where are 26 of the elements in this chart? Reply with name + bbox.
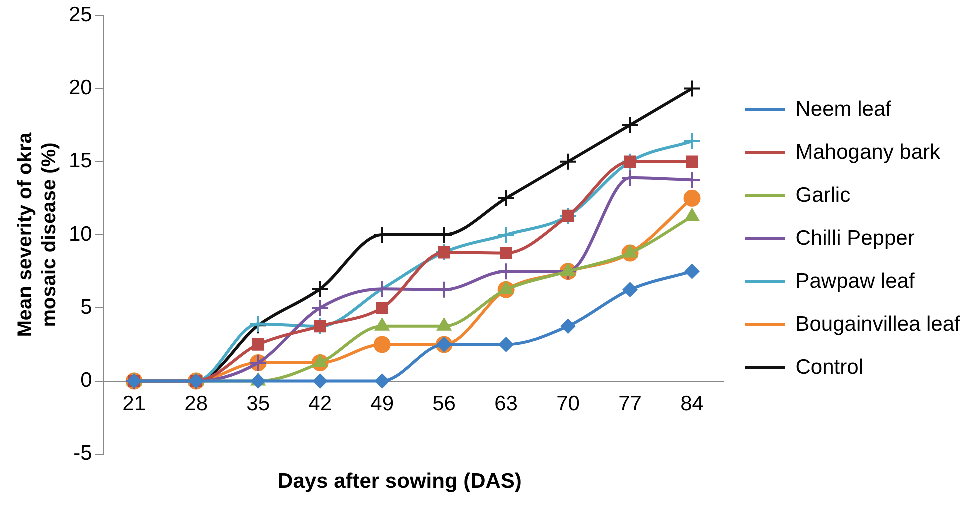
x-tick-label: 28 [184, 392, 208, 416]
x-tick-label: 42 [308, 392, 332, 416]
x-tick-label: 77 [618, 392, 642, 416]
x-tick-label: 49 [370, 392, 394, 416]
y-tick-label: 20 [69, 76, 92, 100]
y-tick-label: 10 [69, 222, 92, 246]
y-tick-label: 5 [80, 296, 92, 319]
y-axis-title: Mean severity of okra mosaic disease (%) [14, 132, 61, 338]
x-tick-label: 21 [122, 392, 146, 416]
legend-label: Garlic [796, 184, 851, 207]
legend-label: Pawpaw leaf [796, 270, 915, 293]
x-tick-label: 84 [680, 392, 704, 416]
x-tick-label: 70 [556, 392, 580, 416]
y-tick-label: 0 [80, 369, 92, 392]
legend-label: Neem leaf [796, 98, 892, 121]
y-tick-label: -5 [74, 442, 92, 466]
y-tick-label: 25 [69, 3, 92, 26]
legend-label: Bougainvillea leaf [796, 312, 961, 336]
x-tick-label: 63 [494, 392, 518, 416]
x-tick-label: 56 [432, 392, 456, 416]
legend-label: Chilli Pepper [796, 226, 915, 250]
x-axis-title: Days after sowing (DAS) [277, 470, 523, 494]
y-tick-label: 15 [69, 150, 92, 173]
legend-label: Control [796, 356, 864, 379]
x-tick-label: 35 [246, 392, 270, 416]
legend-label: Mahogany bark [796, 140, 942, 164]
